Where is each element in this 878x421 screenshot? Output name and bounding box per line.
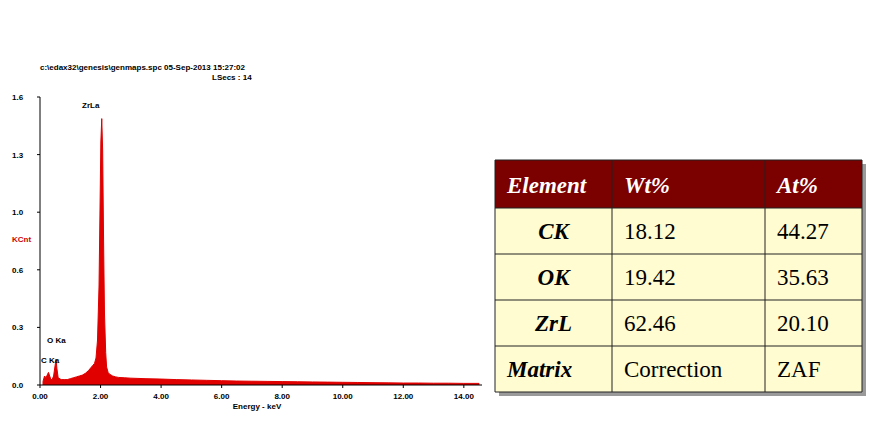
- y-tick-label: 1.0: [12, 208, 24, 217]
- chart-subtitle: LSecs : 14: [212, 73, 252, 82]
- table-rule: [495, 346, 862, 347]
- y-axis-label: KCnt: [12, 235, 31, 244]
- y-tick-label: 0.6: [12, 266, 24, 275]
- page: c:\edax32\genesis\genmaps.spc 05-Sep-201…: [0, 0, 878, 421]
- x-tick: [463, 385, 464, 388]
- table-rule: [495, 160, 862, 161]
- x-tick-label: 2.00: [93, 392, 109, 401]
- table-row-label: Matrix: [506, 357, 572, 382]
- y-tick: [37, 212, 40, 213]
- x-tick: [221, 385, 222, 388]
- x-tick: [40, 385, 41, 388]
- y-tick: [37, 327, 40, 328]
- table-cell: Correction: [624, 357, 723, 382]
- table-row-label: CK: [538, 219, 570, 244]
- y-tick: [37, 97, 40, 98]
- y-axis: [40, 97, 41, 385]
- table-row-label: OK: [538, 265, 572, 290]
- table-cell: 35.63: [777, 265, 829, 290]
- table-header-cell: At%: [775, 173, 818, 198]
- x-tick-label: 12.00: [393, 392, 414, 401]
- table-cell: 19.42: [624, 265, 676, 290]
- spectrum: [43, 119, 479, 385]
- table-rule: [862, 160, 863, 392]
- x-tick-label: 4.00: [153, 392, 169, 401]
- table-row-label: ZrL: [534, 311, 572, 336]
- table-rule: [765, 160, 766, 392]
- x-axis-label: Energy - keV: [233, 402, 282, 411]
- table-cell: 44.27: [777, 219, 829, 244]
- table-header-bg: [495, 160, 862, 208]
- table-rule: [495, 208, 862, 209]
- x-tick-label: 10.00: [333, 392, 354, 401]
- plot-area: [43, 119, 479, 385]
- table-body-bg: [495, 208, 862, 392]
- table-cell: 18.12: [624, 219, 676, 244]
- x-tick: [403, 385, 404, 388]
- x-axis: [40, 385, 482, 386]
- x-tick: [161, 385, 162, 388]
- y-tick-label: 0.0: [12, 381, 24, 390]
- table-cell: ZAF: [777, 357, 820, 382]
- y-tick-label: 1.3: [12, 151, 24, 160]
- y-tick: [37, 269, 40, 270]
- y-tick-label: 1.6: [12, 93, 24, 102]
- table-rule: [612, 160, 613, 392]
- table-header-cell: Element: [506, 173, 587, 198]
- y-tick-label: 0.3: [12, 323, 24, 332]
- table-rule: [495, 254, 862, 255]
- x-tick: [342, 385, 343, 388]
- peak-label: ZrLa: [82, 101, 100, 110]
- x-tick: [100, 385, 101, 388]
- chart-title: c:\edax32\genesis\genmaps.spc 05-Sep-201…: [40, 63, 246, 72]
- x-tick: [282, 385, 283, 388]
- table-cell: 20.10: [777, 311, 829, 336]
- table-rule: [495, 300, 862, 301]
- y-tick: [37, 154, 40, 155]
- table-header-cell: Wt%: [624, 173, 670, 198]
- x-tick-label: 6.00: [214, 392, 230, 401]
- table-rule: [495, 392, 862, 393]
- peak-label: O Ka: [47, 336, 66, 345]
- x-tick-label: 0.00: [32, 392, 48, 401]
- table-rule: [495, 160, 496, 392]
- peak-label: C Ka: [41, 356, 60, 365]
- x-tick-label: 14.00: [454, 392, 475, 401]
- table-cell: 62.46: [624, 311, 676, 336]
- x-tick-label: 8.00: [274, 392, 290, 401]
